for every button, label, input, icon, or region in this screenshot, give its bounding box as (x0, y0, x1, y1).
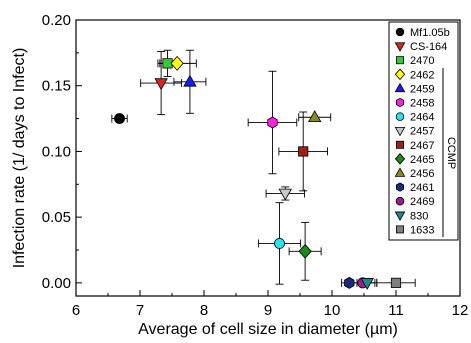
legend-marker (395, 112, 405, 121)
y-axis-title: Infection rate (1/ days to Infect) (11, 48, 28, 269)
legend-marker (394, 211, 406, 221)
legend-label: 830 (410, 210, 428, 222)
legend: Mf1.05b CS-164 2470 2462 2459 2458 2464 2457 246… (388, 21, 459, 241)
data-point (278, 188, 293, 201)
data-point (114, 113, 125, 125)
legend-marker (394, 153, 406, 165)
legend-marker (394, 82, 406, 93)
legend-label: 1633 (410, 224, 434, 236)
x-tick-label: 8 (200, 302, 208, 319)
legend-items: Mf1.05b CS-164 2470 2462 2459 2458 2464 2457 246… (394, 27, 450, 236)
legend-marker (394, 68, 406, 81)
data-point (298, 243, 312, 259)
y-tick-label: 0.20 (42, 12, 71, 29)
data-point (183, 74, 197, 87)
data-point (390, 277, 402, 288)
legend-label: 2465 (410, 154, 434, 166)
data-point (267, 116, 278, 129)
legend-label: 2464 (410, 112, 434, 124)
legend-label: 2467 (410, 140, 434, 152)
legend-label: 2470 (410, 55, 434, 67)
x-tick-label: 12 (452, 302, 469, 319)
legend-label: 2459 (410, 83, 434, 95)
legend-label: 2457 (410, 126, 434, 138)
x-tick-label: 6 (72, 302, 80, 319)
data-point (170, 55, 184, 71)
y-tick-label: 0.15 (42, 78, 71, 95)
legend-marker (394, 126, 406, 137)
legend-label: CS-164 (410, 41, 447, 53)
legend-label: Mf1.05b (410, 27, 450, 39)
x-tick-label: 10 (324, 302, 341, 319)
x-tick-label: 11 (388, 302, 404, 319)
error-bars (111, 49, 416, 287)
legend-marker (395, 27, 405, 37)
legend-marker (394, 42, 406, 52)
legend-marker (395, 97, 405, 108)
legend-label: 2461 (410, 182, 434, 194)
data-points (114, 55, 402, 290)
legend-label: 2469 (410, 196, 434, 208)
x-tick-label: 9 (264, 302, 272, 319)
axis-ticks: 6 7 8 9 10 11 12 0.00 0.05 0.10 0.15 0.20 (42, 12, 469, 319)
data-point (154, 78, 168, 91)
y-tick-label: 0.05 (42, 209, 71, 226)
x-axis-title: Average of cell size in diameter (µm) (138, 321, 398, 338)
legend-label: 2462 (410, 69, 434, 81)
legend-marker (394, 167, 406, 177)
x-tick-label: 7 (136, 302, 144, 319)
legend-label: 2456 (410, 168, 434, 180)
legend-marker (396, 225, 404, 234)
legend-marker (396, 56, 404, 65)
legend-group-label: CCMP (445, 137, 457, 169)
legend-marker (395, 196, 405, 206)
legend-marker (395, 182, 405, 192)
data-point (307, 110, 322, 123)
y-tick-label: 0.00 (42, 275, 71, 292)
y-tick-label: 0.10 (42, 143, 71, 160)
data-point (360, 278, 374, 290)
data-point (344, 276, 355, 289)
legend-label: 2458 (410, 98, 434, 110)
data-point (298, 146, 309, 157)
legend-marker (396, 140, 404, 149)
data-point (274, 237, 285, 249)
